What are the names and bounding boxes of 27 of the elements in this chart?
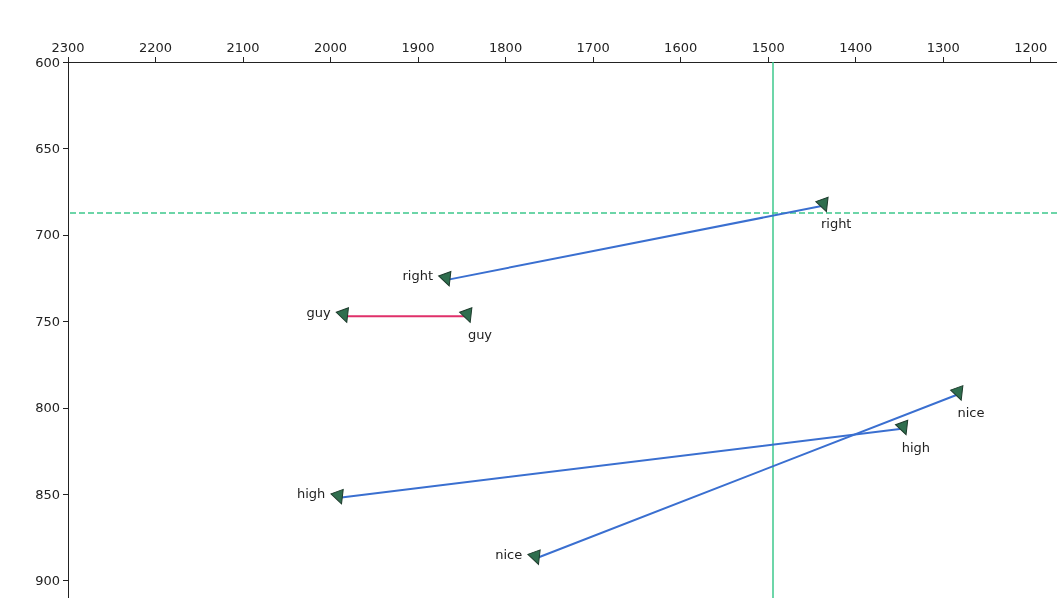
x-tick-label: 1900 <box>401 40 435 55</box>
text: nice <box>957 404 985 420</box>
x-tick-label: 2300 <box>51 40 85 55</box>
text: right <box>820 216 852 232</box>
y-tick-label: 800 <box>35 400 60 416</box>
x-tick-label: 1300 <box>926 40 960 55</box>
x-tick-label: 1200 <box>1014 40 1048 55</box>
series-label: high <box>297 486 326 502</box>
series-label: guy <box>467 327 493 343</box>
x-tick-label: 2100 <box>226 40 260 55</box>
x-tick-label: 1500 <box>751 40 785 55</box>
y-tick-label: 900 <box>35 573 60 589</box>
x-tick-label: 1800 <box>489 40 523 55</box>
x-tick-label: 1700 <box>576 40 610 55</box>
x-tick-label: 1400 <box>839 40 873 55</box>
series-label: nice <box>495 546 523 562</box>
x-tick-label: 2000 <box>314 40 348 55</box>
text: guy <box>306 304 331 320</box>
y-tick-label: 700 <box>35 227 60 243</box>
y-tick-label: 600 <box>35 54 60 70</box>
x-tick-label: 2200 <box>138 40 173 55</box>
text: high <box>901 439 931 455</box>
y-tick-label: 750 <box>35 313 60 329</box>
series-label: right <box>402 268 433 284</box>
y-tick-label: 650 <box>35 140 60 156</box>
x-tick-label: 1600 <box>664 40 698 55</box>
y-tick-label: 850 <box>35 486 60 502</box>
